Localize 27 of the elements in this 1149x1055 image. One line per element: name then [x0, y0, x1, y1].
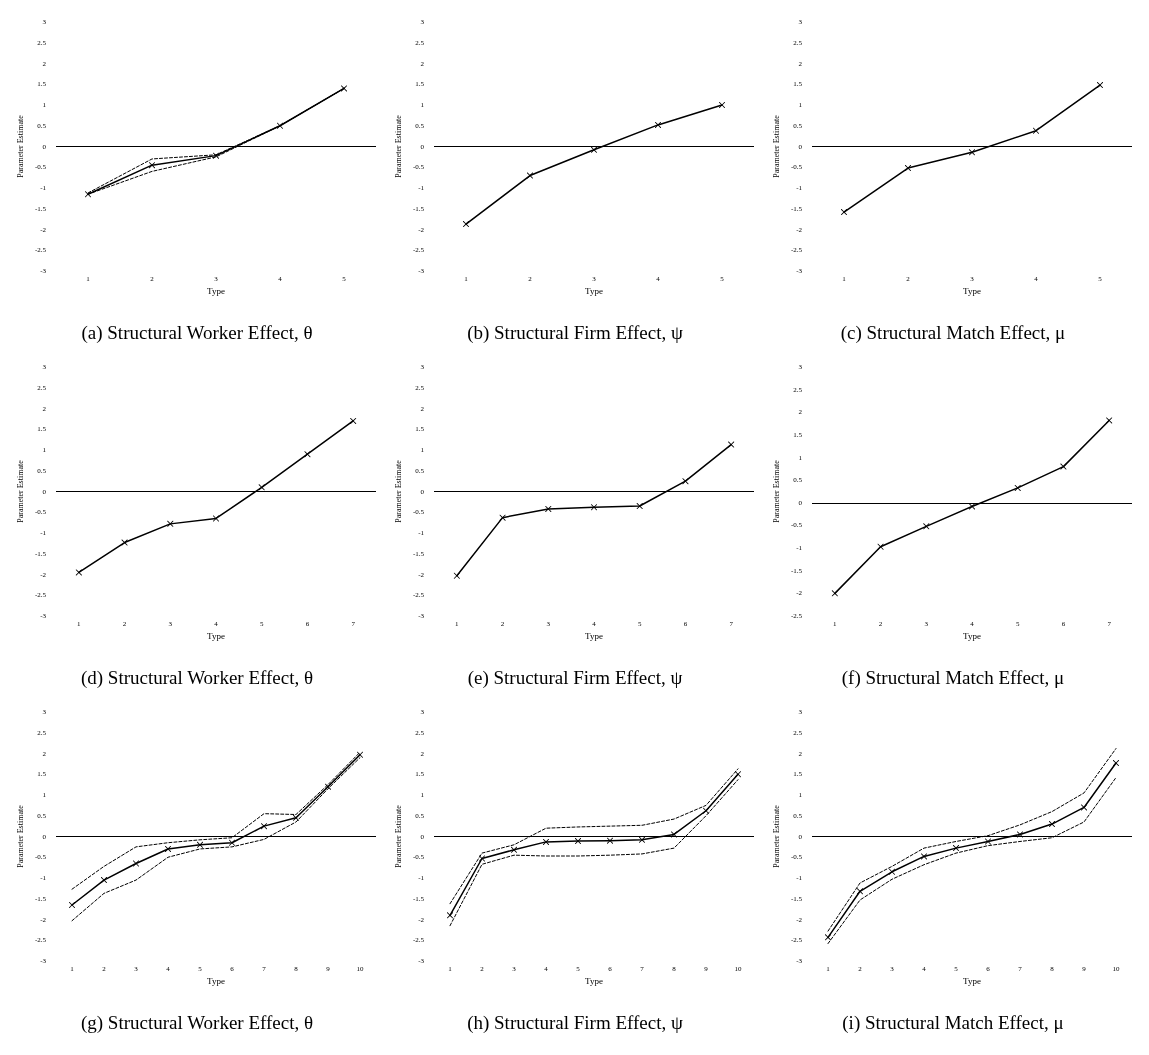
- x-axis-title: Type: [207, 631, 225, 642]
- y-axis-title: Parameter Estimate: [771, 459, 781, 523]
- text: (e) Structural Firm Effect, ψ: [467, 667, 683, 689]
- x-axis-title: Type: [207, 976, 225, 987]
- text: (i) Structural Match Effect, μ: [842, 1012, 1064, 1034]
- x-axis-title: Type: [585, 976, 603, 987]
- x-axis-title: Type: [963, 976, 981, 987]
- text: (h) Structural Firm Effect, ψ: [467, 1012, 683, 1034]
- text: (g) Structural Worker Effect, θ: [80, 1012, 314, 1034]
- text: (c) Structural Match Effect, μ: [840, 322, 1066, 344]
- x-axis-title: Type: [585, 286, 603, 297]
- text: (b) Structural Firm Effect, ψ: [467, 322, 683, 344]
- y-axis-title: Parameter Estimate: [15, 114, 25, 178]
- y-axis-title: Parameter Estimate: [771, 114, 781, 178]
- y-axis-title: Parameter Estimate: [393, 459, 403, 523]
- text: (a) Structural Worker Effect, θ: [81, 322, 313, 344]
- x-axis-title: Type: [585, 631, 603, 642]
- y-axis-title: Parameter Estimate: [393, 114, 403, 178]
- text: (f) Structural Match Effect, μ: [841, 667, 1065, 689]
- x-axis-title: Type: [207, 286, 225, 297]
- y-axis-title: Parameter Estimate: [393, 804, 403, 868]
- x-axis-title: Type: [963, 631, 981, 642]
- y-axis-title: Parameter Estimate: [15, 804, 25, 868]
- y-axis-title: Parameter Estimate: [771, 804, 781, 868]
- y-axis-title: Parameter Estimate: [15, 459, 25, 523]
- x-axis-title: Type: [963, 286, 981, 297]
- text: (d) Structural Worker Effect, θ: [80, 667, 314, 689]
